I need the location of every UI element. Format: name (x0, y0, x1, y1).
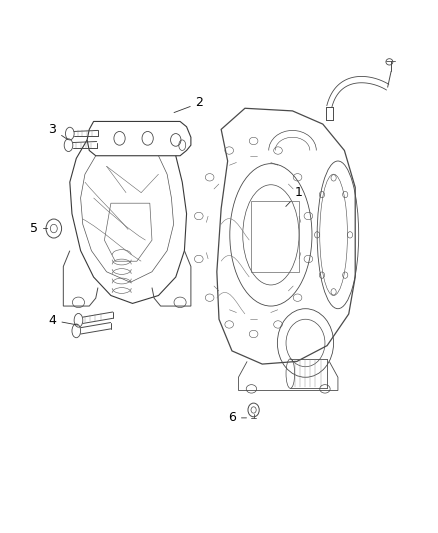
Text: 2: 2 (174, 96, 204, 112)
Text: 5: 5 (30, 222, 48, 235)
Text: 6: 6 (228, 411, 247, 424)
Text: 3: 3 (49, 123, 67, 140)
Text: 1: 1 (286, 186, 303, 206)
Text: 4: 4 (49, 314, 78, 327)
